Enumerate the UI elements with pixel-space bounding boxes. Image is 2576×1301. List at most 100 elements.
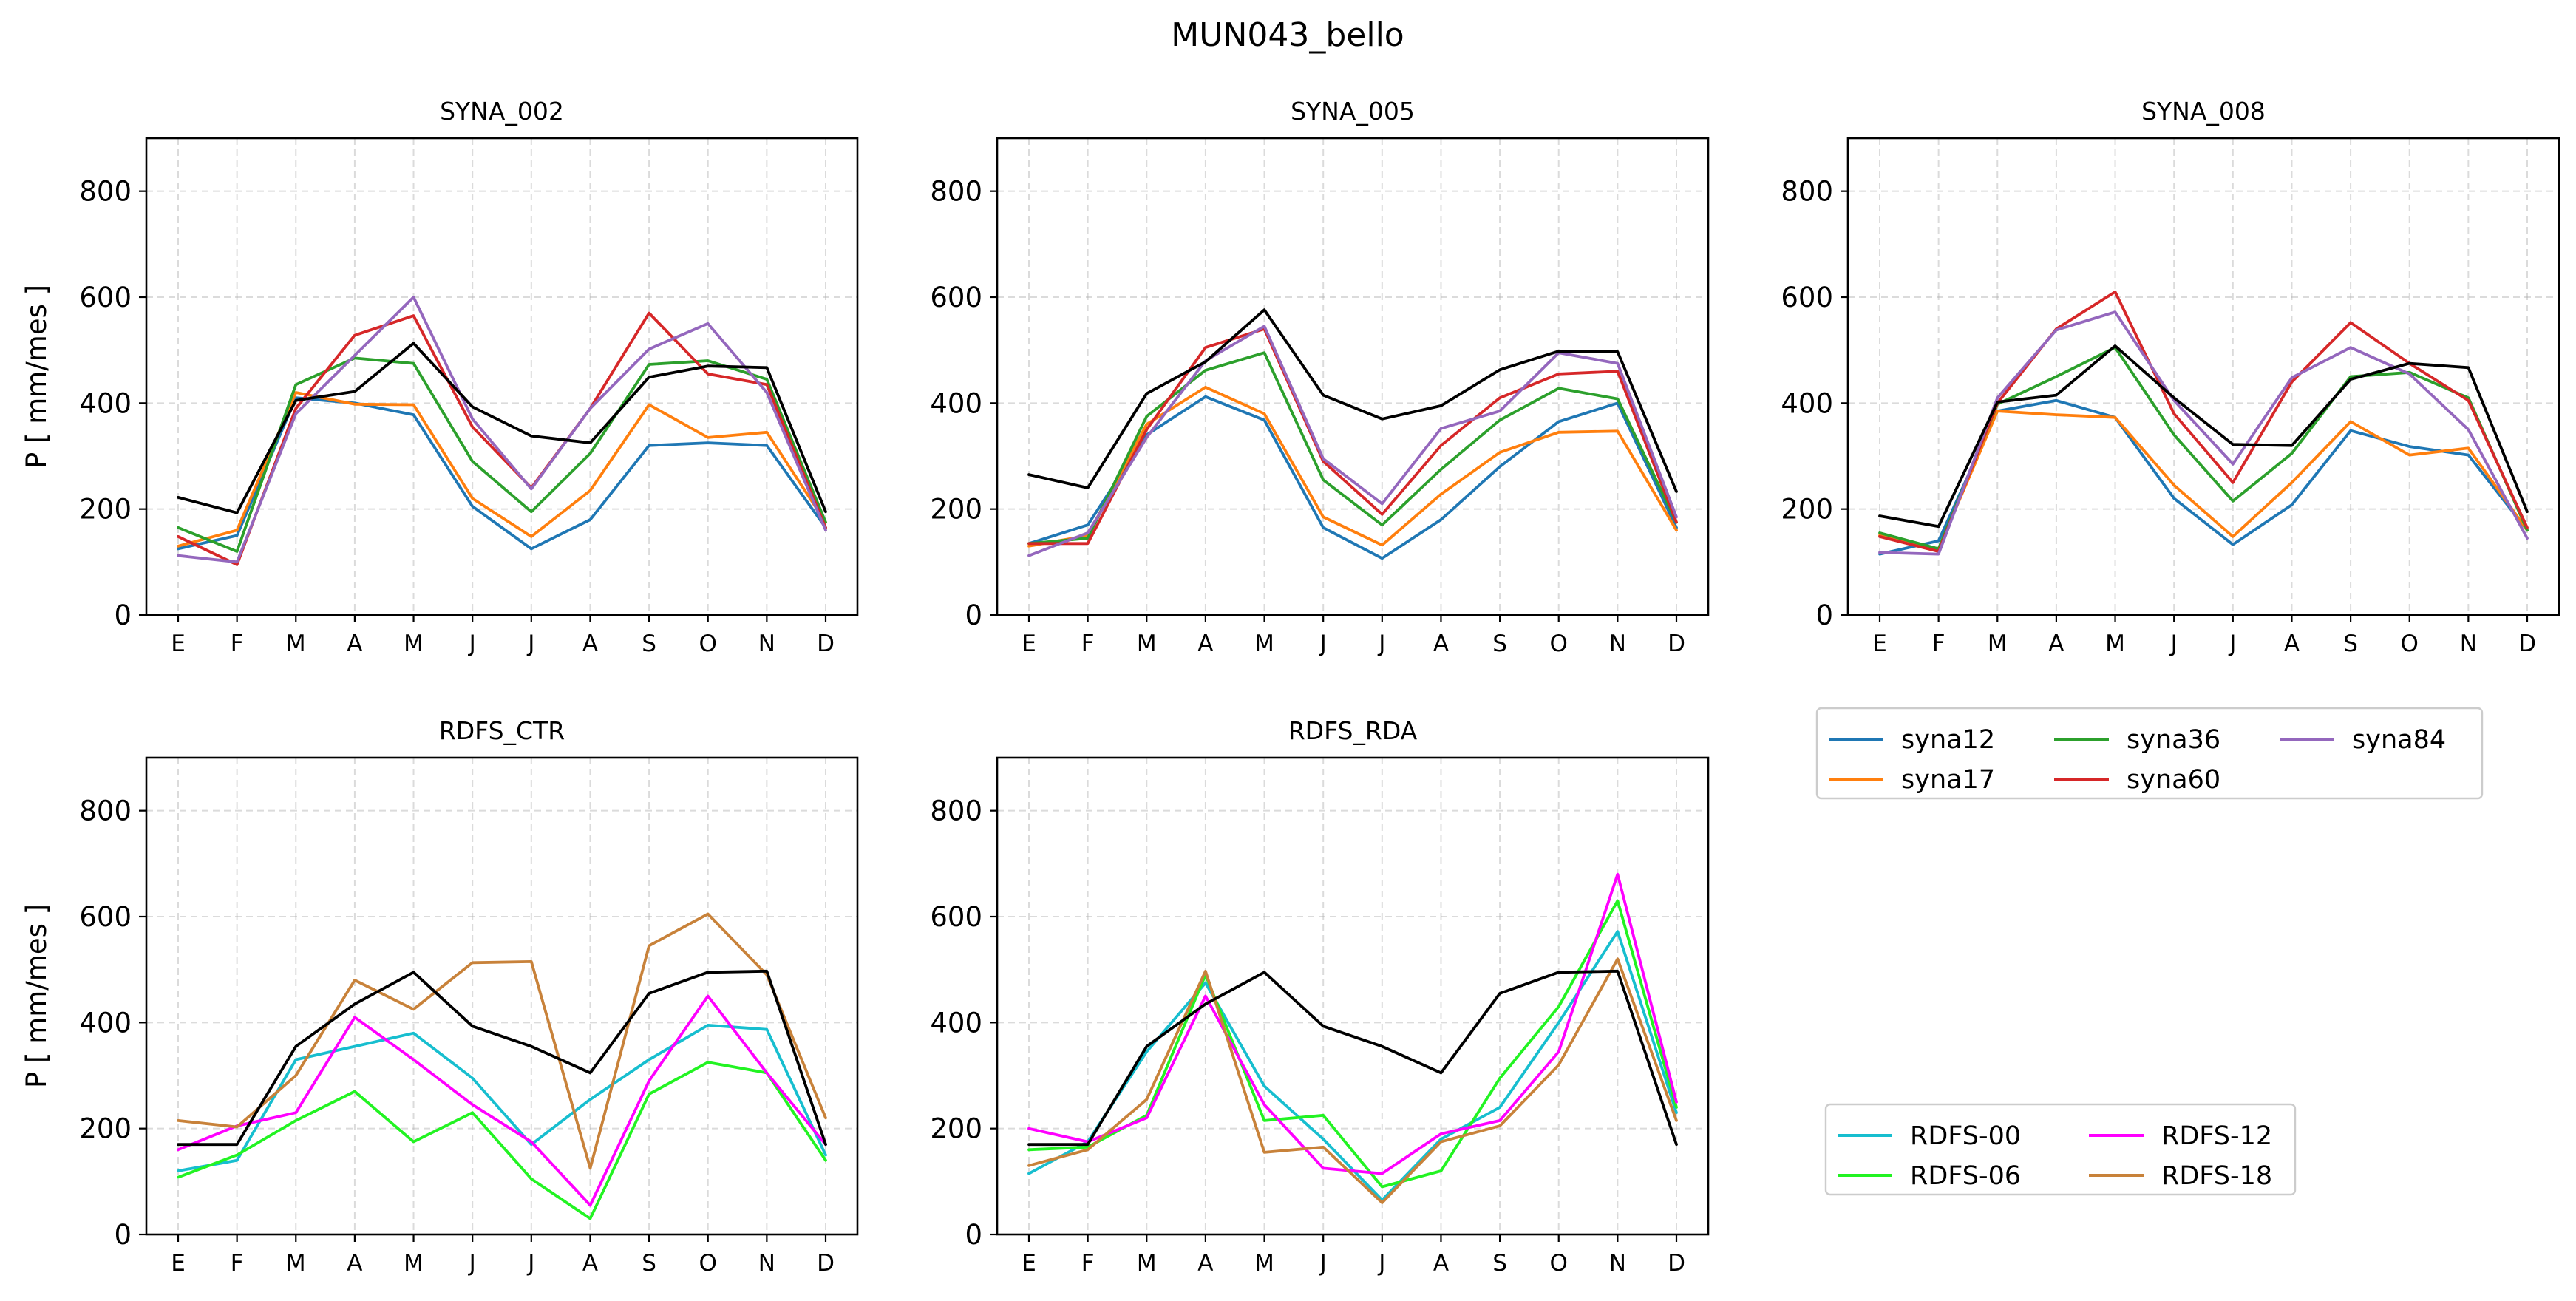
panel-syna-008: E F M A M J J A S O N D 0 200 400 600 800 SYNA_008 bbox=[1781, 97, 2560, 657]
x-tick-label: J bbox=[1319, 631, 1327, 657]
x-tick-label: S bbox=[1492, 631, 1507, 657]
legend-label-rdfs-00: RDFS-00 bbox=[1910, 1121, 2021, 1151]
y-axis-label: P [ mm/mes ] bbox=[21, 285, 52, 469]
x-tick-label: N bbox=[2460, 631, 2477, 657]
y-tick-label: 200 bbox=[930, 1113, 982, 1145]
x-tick-label: M bbox=[1254, 1250, 1274, 1277]
plot-frame bbox=[996, 756, 1710, 1236]
y-tick-label: 400 bbox=[930, 387, 982, 419]
series-line-rdfs-00 bbox=[177, 1024, 827, 1172]
legend-label-syna84: syna84 bbox=[2352, 725, 2446, 755]
y-tick-label: 0 bbox=[1815, 599, 1833, 631]
y-tick-label: 200 bbox=[1781, 494, 1833, 526]
x-tick-label: J bbox=[526, 1250, 534, 1277]
x-tick-label: O bbox=[699, 1250, 717, 1277]
series-line-syna60 bbox=[1027, 327, 1678, 546]
panels: E F M A M J J A S O N D 0 200 400 600 800 SYNA_002 P [ mm/… bbox=[21, 97, 2560, 1277]
y-tick-label: 0 bbox=[965, 599, 982, 631]
panel-title: RDFS_CTR bbox=[439, 716, 565, 745]
series-line-rdfs-06 bbox=[1027, 899, 1678, 1189]
plot-frame bbox=[1846, 137, 2560, 616]
x-tick-label: M bbox=[286, 631, 306, 657]
x-tick-label: M bbox=[1254, 631, 1274, 657]
plot-frame bbox=[145, 756, 859, 1236]
y-tick-label: 0 bbox=[114, 599, 132, 631]
plot-frame bbox=[145, 137, 859, 616]
x-tick-label: A bbox=[1197, 1250, 1213, 1277]
x-tick-label: N bbox=[758, 631, 775, 657]
y-axis-label: P [ mm/mes ] bbox=[21, 904, 52, 1088]
x-tick-label: M bbox=[404, 631, 424, 657]
series-line-rdfs-12 bbox=[177, 994, 827, 1207]
panel-syna-002: E F M A M J J A S O N D 0 200 400 600 800 SYNA_002 P [ mm/… bbox=[21, 97, 859, 657]
x-tick-label: D bbox=[817, 631, 835, 657]
x-tick-label: J bbox=[2228, 631, 2236, 657]
x-tick-label: N bbox=[758, 1250, 775, 1277]
x-tick-label: F bbox=[231, 1250, 244, 1277]
x-tick-label: F bbox=[1081, 631, 1095, 657]
x-tick-label: O bbox=[1550, 631, 1568, 657]
y-tick-label: 600 bbox=[930, 282, 982, 313]
x-tick-label: M bbox=[2105, 631, 2125, 657]
series-line-reference bbox=[177, 342, 827, 514]
legend-label-syna12: syna12 bbox=[1901, 725, 1995, 755]
x-tick-label: S bbox=[642, 1250, 656, 1277]
y-tick-label: 0 bbox=[114, 1219, 132, 1251]
legend-label-rdfs-12: RDFS-12 bbox=[2161, 1121, 2272, 1151]
series-line-syna12 bbox=[1878, 398, 2529, 556]
x-tick-label: O bbox=[699, 631, 717, 657]
series-line-syna60 bbox=[177, 311, 827, 566]
x-tick-label: S bbox=[2343, 631, 2358, 657]
legend-label-syna17: syna17 bbox=[1901, 765, 1995, 795]
panel-rdfs-rda: E F M A M J J A S O N D 0 200 400 600 800 RDFS_RDA bbox=[930, 716, 1710, 1277]
panel-syna-005: E F M A M J J A S O N D 0 200 400 600 800 SYNA_005 bbox=[930, 97, 1710, 657]
x-tick-label: F bbox=[231, 631, 244, 657]
series-line-syna17 bbox=[1878, 410, 2529, 551]
x-tick-label: D bbox=[1668, 631, 1685, 657]
x-tick-label: J bbox=[468, 631, 476, 657]
y-tick-label: 600 bbox=[79, 282, 132, 313]
x-tick-label: J bbox=[468, 1250, 476, 1277]
series-line-rdfs-12 bbox=[1027, 872, 1678, 1175]
legend-label-syna36: syna36 bbox=[2127, 725, 2220, 755]
x-tick-label: D bbox=[817, 1250, 835, 1277]
y-tick-label: 200 bbox=[79, 1113, 132, 1145]
x-tick-label: S bbox=[1492, 1250, 1507, 1277]
x-tick-label: E bbox=[1872, 631, 1887, 657]
y-tick-label: 800 bbox=[930, 176, 982, 208]
x-tick-label: D bbox=[1668, 1250, 1685, 1277]
x-tick-label: J bbox=[1319, 1250, 1327, 1277]
y-tick-label: 800 bbox=[79, 795, 132, 827]
y-tick-label: 400 bbox=[79, 1007, 132, 1039]
x-tick-label: O bbox=[1550, 1250, 1568, 1277]
legend-frame bbox=[1824, 1103, 2297, 1196]
y-tick-label: 600 bbox=[1781, 282, 1833, 313]
series-line-rdfs-18 bbox=[177, 912, 827, 1170]
series-line-syna17 bbox=[1027, 385, 1678, 548]
x-tick-label: A bbox=[582, 1250, 598, 1277]
series-line-syna84 bbox=[177, 296, 827, 564]
y-tick-label: 600 bbox=[79, 901, 132, 933]
y-tick-label: 800 bbox=[930, 795, 982, 827]
panel-title: RDFS_RDA bbox=[1288, 716, 1418, 745]
x-tick-label: E bbox=[1022, 1250, 1036, 1277]
x-tick-label: N bbox=[1609, 631, 1626, 657]
plot-frame bbox=[996, 137, 1710, 616]
x-tick-label: F bbox=[1081, 1250, 1095, 1277]
x-tick-label: A bbox=[1197, 631, 1213, 657]
y-tick-label: 200 bbox=[930, 494, 982, 526]
series-line-rdfs-18 bbox=[1027, 957, 1678, 1204]
x-tick-label: M bbox=[404, 1250, 424, 1277]
series-line-syna12 bbox=[1027, 395, 1678, 560]
x-tick-label: J bbox=[2169, 631, 2178, 657]
x-tick-label: A bbox=[347, 631, 362, 657]
x-tick-label: J bbox=[1377, 1250, 1385, 1277]
x-tick-label: A bbox=[2048, 631, 2064, 657]
legend-syna: syna12 syna17 syna36 syna60 syna84 bbox=[1815, 707, 2484, 800]
x-tick-label: A bbox=[582, 631, 598, 657]
y-tick-label: 400 bbox=[79, 387, 132, 419]
legend-rdfs: RDFS-00 RDFS-06 RDFS-12 RDFS-18 bbox=[1824, 1103, 2297, 1196]
x-tick-label: M bbox=[286, 1250, 306, 1277]
x-tick-label: A bbox=[2284, 631, 2300, 657]
